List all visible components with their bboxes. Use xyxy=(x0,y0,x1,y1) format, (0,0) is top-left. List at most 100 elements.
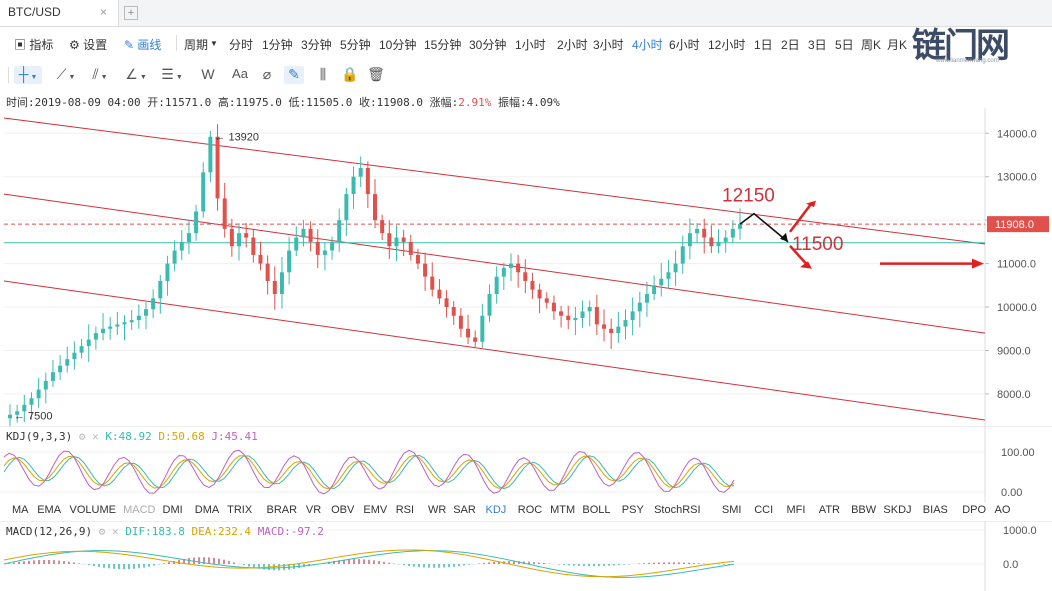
kdj-chart[interactable]: 0.00 100.00 xyxy=(0,426,1052,502)
candle[interactable] xyxy=(408,234,413,261)
candle[interactable] xyxy=(308,221,313,252)
candle[interactable] xyxy=(101,313,106,341)
period-2-button[interactable]: 3分钟 xyxy=(301,38,332,52)
candle[interactable] xyxy=(344,187,349,237)
horizontal-lines-icon[interactable]: ☰ ▼ xyxy=(161,66,183,82)
candle[interactable] xyxy=(551,295,556,320)
line-icon[interactable]: ⟋ ▼ xyxy=(56,66,76,82)
candle[interactable] xyxy=(215,124,220,211)
period-18-button[interactable]: 月K xyxy=(887,38,908,52)
macd-close-icon[interactable]: ✕ xyxy=(111,525,119,538)
candle[interactable] xyxy=(494,266,499,304)
candle[interactable] xyxy=(666,259,671,289)
candle[interactable] xyxy=(616,311,621,343)
candle[interactable] xyxy=(29,392,34,420)
candle[interactable] xyxy=(172,240,177,272)
period-12-button[interactable]: 12小时 xyxy=(708,38,746,52)
candle[interactable] xyxy=(444,290,449,318)
channel-line-middle[interactable] xyxy=(3,193,986,334)
candle[interactable] xyxy=(322,242,327,271)
candle[interactable] xyxy=(637,291,642,328)
channel-line-lower[interactable] xyxy=(3,280,986,421)
indicator-tab-kdj[interactable]: KDJ xyxy=(485,504,507,516)
candle[interactable] xyxy=(22,394,27,423)
period-15-button[interactable]: 3日 xyxy=(808,38,827,52)
period-9-button[interactable]: 3小时 xyxy=(593,38,624,52)
candle[interactable] xyxy=(237,223,242,261)
indicator-tab-vr[interactable]: VR xyxy=(305,504,322,516)
toolbar-indicator-button[interactable]: ▣ 指标 xyxy=(14,36,53,53)
indicator-tab-bias[interactable]: BIAS xyxy=(922,504,948,516)
candle[interactable] xyxy=(79,339,84,359)
channel-line-upper[interactable] xyxy=(3,117,986,245)
candle[interactable] xyxy=(179,230,184,261)
period-11-button[interactable]: 6小时 xyxy=(669,38,700,52)
period-13-button[interactable]: 1日 xyxy=(754,38,773,52)
period-17-button[interactable]: 周K xyxy=(861,38,882,52)
candle[interactable] xyxy=(201,162,206,218)
period-6-button[interactable]: 30分钟 xyxy=(469,38,507,52)
indicator-tab-bbw[interactable]: BBW xyxy=(851,504,877,516)
tab-btc-usd[interactable]: BTC/USD × xyxy=(0,0,119,26)
indicator-tab-sar[interactable]: SAR xyxy=(453,504,476,516)
candle[interactable] xyxy=(508,253,513,282)
candle[interactable] xyxy=(373,179,377,229)
candle[interactable] xyxy=(687,218,692,260)
candle[interactable] xyxy=(279,257,284,309)
wave-icon[interactable]: W xyxy=(201,66,215,82)
candle[interactable] xyxy=(251,229,256,263)
candle[interactable] xyxy=(265,255,270,295)
candle[interactable] xyxy=(165,255,170,296)
candle[interactable] xyxy=(158,274,163,314)
angle-icon[interactable]: ∠ ▼ xyxy=(125,66,147,82)
indicator-tab-emv[interactable]: EMV xyxy=(363,504,388,516)
indicator-tab-mfi[interactable]: MFI xyxy=(786,504,806,516)
period-7-button[interactable]: 1小时 xyxy=(515,38,546,52)
toolbar-gear-button[interactable]: ⚙ 设置 xyxy=(69,36,107,53)
kdj-settings-icon[interactable]: ⚙ xyxy=(78,430,86,443)
candle[interactable] xyxy=(115,311,120,335)
candle[interactable] xyxy=(258,241,263,271)
candle[interactable] xyxy=(544,292,549,309)
candle[interactable] xyxy=(559,305,564,328)
candle[interactable] xyxy=(143,302,148,330)
candle[interactable] xyxy=(294,226,299,257)
projection-path[interactable] xyxy=(739,212,789,243)
macd-settings-icon[interactable]: ⚙ xyxy=(98,525,106,538)
indicator-tab-ma[interactable]: MA xyxy=(12,504,29,516)
candle[interactable] xyxy=(466,314,471,345)
candle[interactable] xyxy=(136,304,141,329)
crosshair-icon[interactable]: ┼ ▼ xyxy=(14,66,42,84)
candle[interactable] xyxy=(716,229,721,254)
add-tab-icon[interactable]: + xyxy=(124,6,138,20)
candle[interactable] xyxy=(244,223,249,248)
candle[interactable] xyxy=(652,275,657,301)
indicator-tab-smi[interactable]: SMI xyxy=(721,504,742,516)
indicator-tab-dpo[interactable]: DPO xyxy=(962,504,987,516)
indicator-tab-volume[interactable]: VOLUME xyxy=(69,504,116,516)
macd-chart[interactable]: 0.0 1000.0 xyxy=(0,521,1052,591)
period-0-button[interactable]: 分时 xyxy=(229,38,254,52)
candle[interactable] xyxy=(530,272,535,299)
candle[interactable] xyxy=(394,225,399,261)
candle[interactable] xyxy=(330,236,335,260)
candle[interactable] xyxy=(516,254,521,288)
candle[interactable] xyxy=(680,235,685,274)
candle[interactable] xyxy=(430,262,435,297)
indicator-tab-atr[interactable]: ATR xyxy=(818,504,840,516)
candle[interactable] xyxy=(194,204,199,241)
chevron-down-icon[interactable]: ▼ xyxy=(210,39,218,48)
candle[interactable] xyxy=(301,220,306,247)
indicator-tab-dma[interactable]: DMA xyxy=(194,504,220,516)
candle[interactable] xyxy=(86,324,91,362)
candle[interactable] xyxy=(122,315,127,341)
indicator-tab-psy[interactable]: PSY xyxy=(621,504,644,516)
period-16-button[interactable]: 5日 xyxy=(835,38,854,52)
candle[interactable] xyxy=(315,229,320,269)
period-5-button[interactable]: 15分钟 xyxy=(424,38,462,52)
candle[interactable] xyxy=(537,283,542,314)
candle[interactable] xyxy=(630,297,635,336)
period-4-button[interactable]: 10分钟 xyxy=(379,38,417,52)
candle[interactable] xyxy=(36,377,41,408)
indicator-tab-obv[interactable]: OBV xyxy=(331,504,355,516)
